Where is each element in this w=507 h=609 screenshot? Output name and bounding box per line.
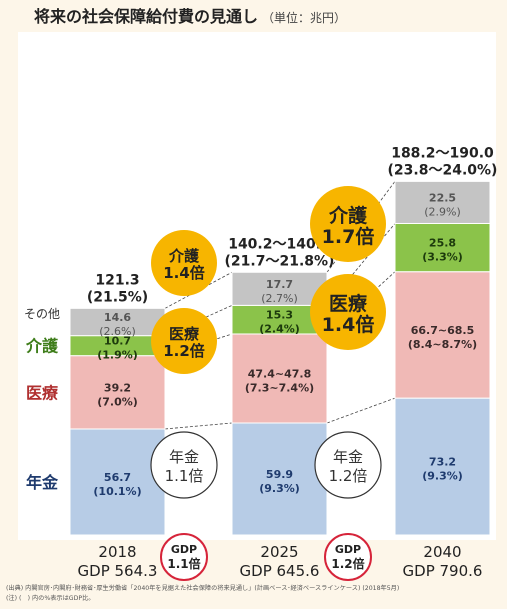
data-sublabel: (2.7%) (261, 292, 298, 305)
footnote-note: (注) ( ) 内の%表示はGDP比。 (6, 594, 94, 602)
growth-badge-title: 介護 (168, 247, 200, 265)
bar-segment (231, 333, 328, 424)
connector-line (326, 397, 396, 424)
growth-badge (151, 308, 217, 374)
data-sublabel: (2.9%) (424, 205, 461, 218)
data-sublabel: (2.6%) (99, 325, 136, 338)
data-sublabel: (8.4~8.7%) (408, 338, 477, 351)
data-label: 73.2 (429, 456, 456, 469)
data-label: 56.7 (104, 471, 131, 484)
growth-ring-title: 年金 (333, 448, 363, 466)
data-sublabel: (9.3%) (422, 470, 463, 483)
gdp-ring-title: GDP (171, 543, 197, 556)
growth-ring-value: 1.2倍 (329, 467, 368, 485)
data-label: 10.7 (104, 335, 131, 348)
data-label: 47.4~47.8 (248, 367, 312, 380)
total-pct-label: (21.5%) (87, 289, 148, 305)
data-label: 66.7~68.5 (411, 324, 475, 337)
gdp-ring-value: 1.1倍 (167, 556, 200, 571)
x-tick-gdp: GDP 645.6 (240, 562, 320, 580)
bar-segment (394, 180, 491, 224)
chart-title: 将来の社会保障給付費の見通し (34, 7, 258, 26)
bar-segment (231, 271, 328, 306)
data-label: 25.8 (429, 237, 456, 250)
total-label: 188.2～190.0 (391, 145, 494, 161)
gdp-ring-value: 1.2倍 (331, 556, 364, 571)
data-sublabel: (9.3%) (259, 482, 300, 495)
gdp-ring (324, 533, 372, 581)
growth-ring-value: 1.1倍 (165, 467, 204, 485)
data-label: 22.5 (429, 191, 456, 204)
data-sublabel: (10.1%) (93, 485, 141, 498)
growth-badge-title: 医療 (329, 292, 368, 315)
chart-unit: （単位：兆円） (262, 10, 346, 25)
growth-badge-value: 1.4倍 (163, 264, 205, 282)
data-label: 17.7 (266, 278, 293, 291)
gdp-ring (160, 533, 208, 581)
growth-badge-title: 介護 (328, 204, 368, 227)
bar-segment (69, 428, 166, 536)
bar-segment (394, 397, 491, 536)
x-tick-year: 2025 (260, 543, 298, 561)
growth-ring-title: 年金 (169, 448, 199, 466)
x-tick-gdp: GDP 790.6 (403, 562, 483, 580)
legend-label: その他 (24, 307, 60, 321)
bar-segment (69, 355, 166, 430)
x-tick-gdp: GDP 564.3 (78, 562, 158, 580)
growth-badge-title: 医療 (169, 325, 200, 343)
bar-segment (394, 271, 491, 399)
data-label: 59.9 (266, 468, 293, 481)
legend-label: 医療 (26, 383, 59, 402)
connector-line (164, 271, 233, 309)
growth-badge (310, 186, 386, 262)
growth-badge-value: 1.2倍 (163, 342, 205, 360)
growth-badge-value: 1.7倍 (322, 225, 375, 248)
gdp-ring-title: GDP (335, 543, 361, 556)
total-pct-label: (23.8～24.0%) (388, 162, 498, 178)
data-label: 15.3 (266, 309, 293, 322)
data-sublabel: (7.0%) (97, 395, 138, 408)
legend-label: 年金 (26, 473, 59, 492)
data-sublabel: (7.3~7.4%) (245, 381, 314, 394)
growth-badge (310, 274, 386, 350)
x-tick-year: 2040 (423, 543, 461, 561)
connector-line (164, 422, 233, 430)
total-pct-label: (21.7～21.8%) (225, 253, 335, 269)
data-sublabel: (1.9%) (97, 349, 138, 362)
footnote-source: (出典) 内閣官房･内閣府･財務省･厚生労働省「2040年を見据えた社会保障の将… (6, 584, 399, 592)
x-tick-year: 2018 (98, 543, 136, 561)
bar-segment (394, 222, 491, 273)
legend-label: 介護 (25, 337, 59, 356)
data-label: 14.6 (104, 311, 131, 324)
data-sublabel: (2.4%) (259, 323, 300, 336)
data-sublabel: (3.3%) (422, 251, 463, 264)
growth-badge-value: 1.4倍 (322, 313, 375, 336)
data-label: 39.2 (104, 381, 131, 394)
growth-ring (314, 431, 382, 499)
total-label: 140.2～140.6 (228, 236, 331, 252)
growth-badge (151, 230, 217, 296)
growth-ring (150, 431, 218, 499)
total-label: 121.3 (95, 272, 139, 288)
bar-group: 56.7(10.1%) 39.2(7.0%) 10.7(1.9%) 14.6(2.6%… (69, 145, 498, 536)
